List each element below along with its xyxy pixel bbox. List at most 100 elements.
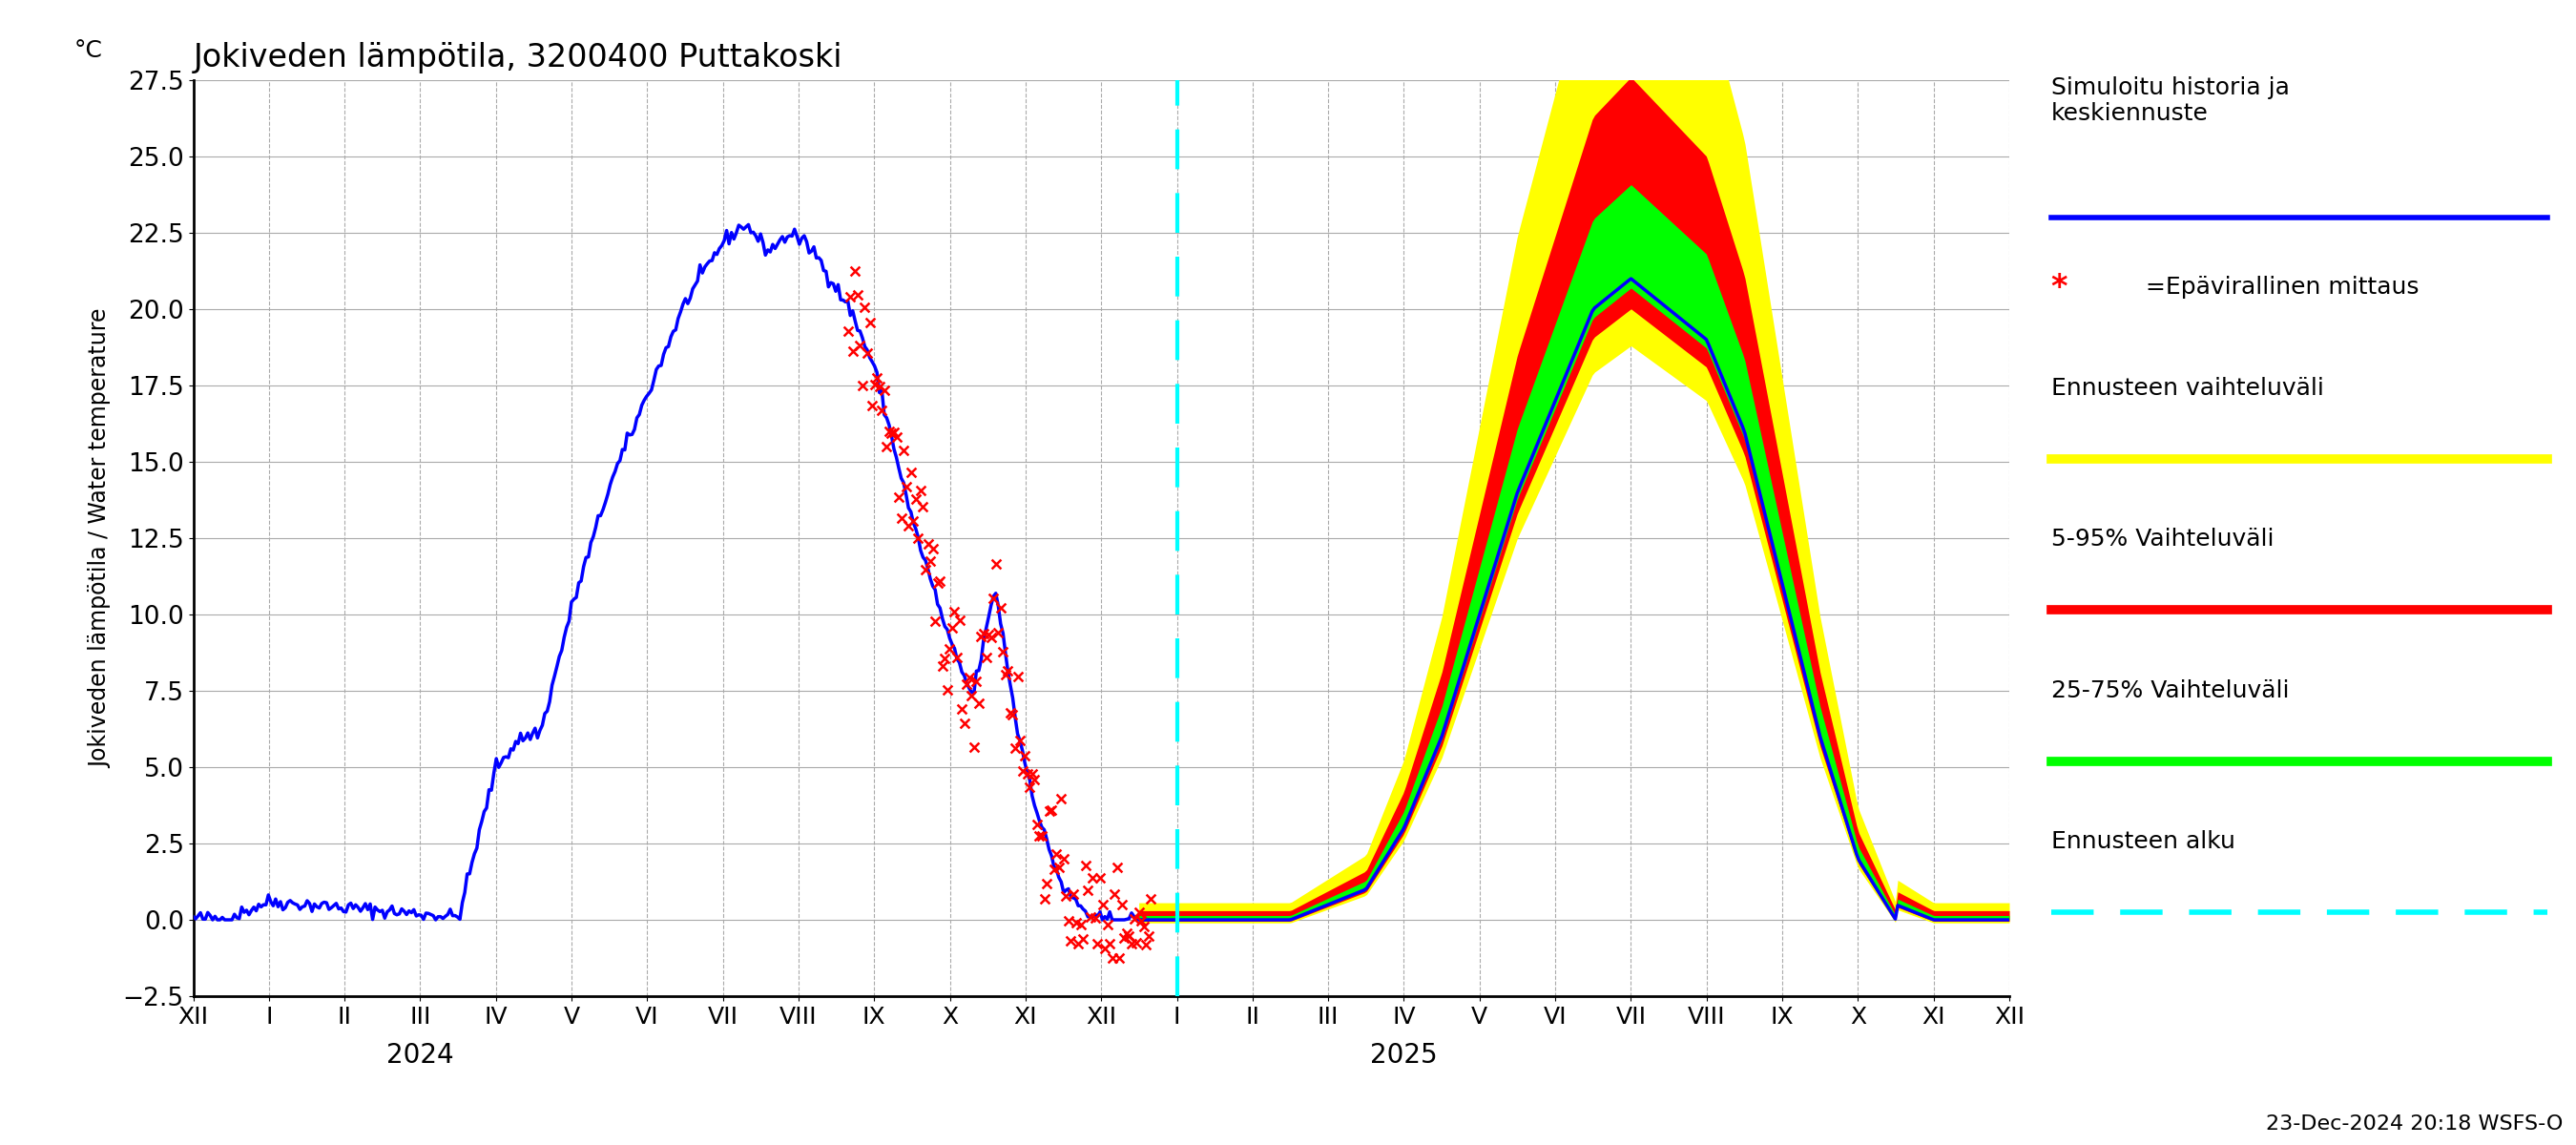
Point (1118, 903, 1159, 922)
Point (1123, 917, 1164, 935)
Point (951, 686, 992, 704)
Point (974, 589, 1015, 607)
Point (987, 662, 1028, 680)
Point (1110, 934, 1151, 953)
Point (886, 477, 927, 496)
Point (1018, 827, 1059, 845)
Point (1007, 765, 1048, 783)
Point (1108, 927, 1149, 946)
Point (1054, 885, 1095, 903)
Text: 5-95% Vaihteluväli: 5-95% Vaihteluväli (2050, 528, 2275, 551)
Point (1015, 771, 1056, 789)
Point (971, 629, 1012, 647)
Point (1023, 890, 1064, 908)
Point (1064, 856, 1105, 875)
Point (943, 714, 984, 733)
Point (999, 732, 1041, 750)
Point (922, 657, 963, 676)
Point (930, 640, 971, 658)
Point (894, 512, 935, 530)
Point (1100, 949, 1141, 968)
Point (909, 552, 951, 570)
Point (853, 376, 894, 394)
Point (840, 337, 881, 355)
Point (1131, 890, 1172, 908)
Text: 23-Dec-2024 20:18 WSFS-O: 23-Dec-2024 20:18 WSFS-O (2267, 1114, 2563, 1134)
Point (961, 627, 1002, 646)
Point (896, 529, 938, 547)
Point (1038, 859, 1079, 877)
Text: Simuloitu historia ja
keskiennuste: Simuloitu historia ja keskiennuste (2050, 76, 2290, 126)
Point (884, 442, 925, 460)
Point (1012, 765, 1054, 783)
Point (1043, 850, 1084, 868)
Point (881, 510, 922, 528)
Point (1059, 934, 1100, 953)
Point (1077, 934, 1118, 953)
Text: Ennusteen vaihteluväli: Ennusteen vaihteluväli (2050, 377, 2324, 400)
Point (917, 574, 958, 592)
Point (837, 285, 878, 303)
Text: Jokiveden lämpötila, 3200400 Puttakoski: Jokiveden lämpötila, 3200400 Puttakoski (193, 42, 842, 73)
Point (969, 625, 1010, 643)
Point (1128, 926, 1170, 945)
Point (894, 490, 935, 508)
Point (1051, 932, 1092, 950)
Point (1061, 930, 1103, 948)
Point (902, 498, 943, 516)
Point (1028, 803, 1069, 821)
Point (914, 611, 956, 630)
Point (927, 680, 969, 698)
Point (1020, 827, 1061, 845)
Point (1105, 924, 1146, 942)
Point (933, 618, 974, 637)
Point (876, 428, 917, 447)
Point (1092, 949, 1133, 968)
Point (848, 345, 889, 363)
Point (904, 561, 945, 579)
Point (948, 669, 989, 687)
Point (992, 705, 1033, 724)
Point (935, 648, 976, 666)
Point (1056, 914, 1097, 932)
Point (994, 739, 1036, 757)
Point (863, 381, 904, 400)
Point (907, 535, 948, 553)
Point (1090, 934, 1131, 953)
Point (1010, 777, 1051, 796)
Point (899, 482, 940, 500)
Point (976, 624, 1018, 642)
Point (938, 611, 979, 630)
Text: 2025: 2025 (1370, 1042, 1437, 1068)
Point (1126, 935, 1167, 954)
Text: Ennusteen alku: Ennusteen alku (2050, 830, 2236, 853)
Point (842, 377, 884, 395)
Point (850, 313, 891, 331)
Point (1005, 747, 1046, 765)
Point (1048, 911, 1090, 930)
Point (1072, 869, 1113, 887)
Point (1084, 939, 1126, 957)
Point (1103, 895, 1144, 914)
Point (860, 401, 902, 419)
Point (878, 488, 920, 506)
Point (976, 554, 1018, 572)
Point (1115, 933, 1157, 951)
Point (1025, 875, 1066, 893)
Point (1082, 895, 1123, 914)
Point (1097, 859, 1139, 877)
Point (853, 396, 894, 414)
Point (956, 672, 997, 690)
Point (1121, 913, 1162, 931)
Point (1041, 789, 1082, 807)
Point (873, 424, 914, 442)
Point (868, 421, 909, 440)
Point (1030, 802, 1072, 820)
Point (835, 261, 876, 279)
Point (871, 425, 912, 443)
Point (1103, 929, 1144, 947)
Text: 25-75% Vaihteluväli: 25-75% Vaihteluväli (2050, 679, 2290, 702)
Point (1033, 860, 1074, 878)
Point (1079, 869, 1121, 887)
Text: =Epävirallinen mittaus: =Epävirallinen mittaus (2146, 276, 2419, 299)
